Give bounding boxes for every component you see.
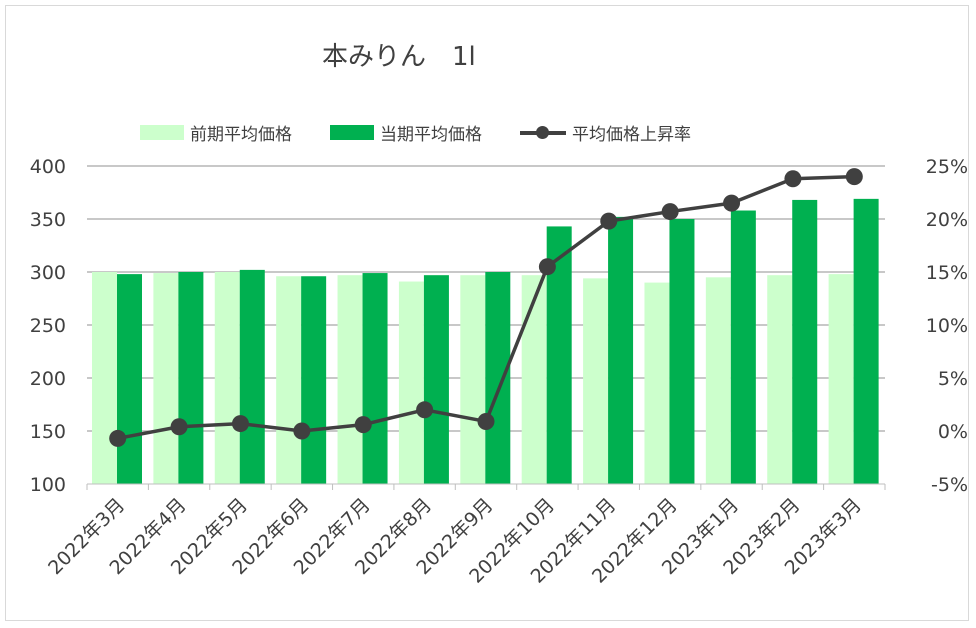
legend-item-prev: 前期平均価格 <box>140 120 292 145</box>
y-right-tick-label: -5% <box>931 474 968 496</box>
bar-current <box>669 219 695 484</box>
bar-prev <box>92 272 117 484</box>
bar-current <box>423 275 449 484</box>
y-right-tick-label: 10% <box>926 315 968 337</box>
rate-point <box>600 212 618 230</box>
y-right-tick-label: 0% <box>938 421 968 443</box>
y-left-tick-label: 200 <box>30 368 66 390</box>
rate-point <box>170 418 188 436</box>
rate-point <box>416 401 434 419</box>
bar-current <box>792 199 818 485</box>
rate-point <box>477 412 495 430</box>
legend-swatch-rate <box>520 125 566 140</box>
legend-item-current: 当期平均価格 <box>330 120 482 145</box>
rate-point <box>723 194 741 212</box>
legend-swatch-prev <box>140 125 184 140</box>
bar-prev <box>644 282 670 484</box>
y-right-tick-label: 15% <box>926 262 968 284</box>
bar-prev <box>705 277 731 484</box>
bar-current <box>608 216 634 484</box>
y-left-tick-label: 400 <box>30 156 66 178</box>
rate-point <box>231 415 249 433</box>
bar-prev <box>153 273 179 484</box>
bar-current <box>301 276 327 484</box>
y-left-tick-label: 250 <box>30 315 66 337</box>
bar-prev <box>828 274 854 484</box>
chart-title: 本みりん 1l <box>322 42 476 72</box>
y-left-tick-label: 100 <box>30 474 66 496</box>
y-right-tick-label: 25% <box>926 156 968 178</box>
legend-label-current: 当期平均価格 <box>380 125 482 145</box>
bar-current <box>485 272 511 484</box>
bar-prev <box>521 275 547 484</box>
y-right-tick-label: 5% <box>938 368 968 390</box>
bar-current <box>362 273 388 484</box>
legend-swatch-current <box>330 125 374 140</box>
bar-prev <box>767 275 793 484</box>
y-left-tick-label: 300 <box>30 262 66 284</box>
bar-prev <box>460 275 486 484</box>
bar-prev <box>583 278 609 484</box>
bar-prev <box>276 276 302 484</box>
y-right-tick-label: 20% <box>926 209 968 231</box>
legend-item-rate: 平均価格上昇率 <box>520 120 691 145</box>
bar-prev <box>337 275 363 484</box>
chart-frame <box>5 5 969 621</box>
bar-current <box>178 272 204 484</box>
bar-current <box>117 274 142 484</box>
bar-current <box>730 210 756 484</box>
rate-point <box>109 429 127 447</box>
bar-prev <box>214 272 240 484</box>
y-left-tick-label: 150 <box>30 421 66 443</box>
legend-label-rate: 平均価格上昇率 <box>572 125 691 145</box>
rate-point <box>661 203 679 221</box>
y-left-tick-label: 350 <box>30 209 66 231</box>
legend: 前期平均価格 当期平均価格 平均価格上昇率 <box>140 120 729 145</box>
bar-current <box>239 269 265 484</box>
rate-point <box>293 422 311 440</box>
rate-point <box>538 258 556 276</box>
legend-label-prev: 前期平均価格 <box>190 125 292 145</box>
bar-prev <box>398 281 424 484</box>
rate-point <box>784 170 802 188</box>
bar-current <box>853 198 879 485</box>
rate-point <box>845 168 863 186</box>
rate-point <box>354 416 372 434</box>
